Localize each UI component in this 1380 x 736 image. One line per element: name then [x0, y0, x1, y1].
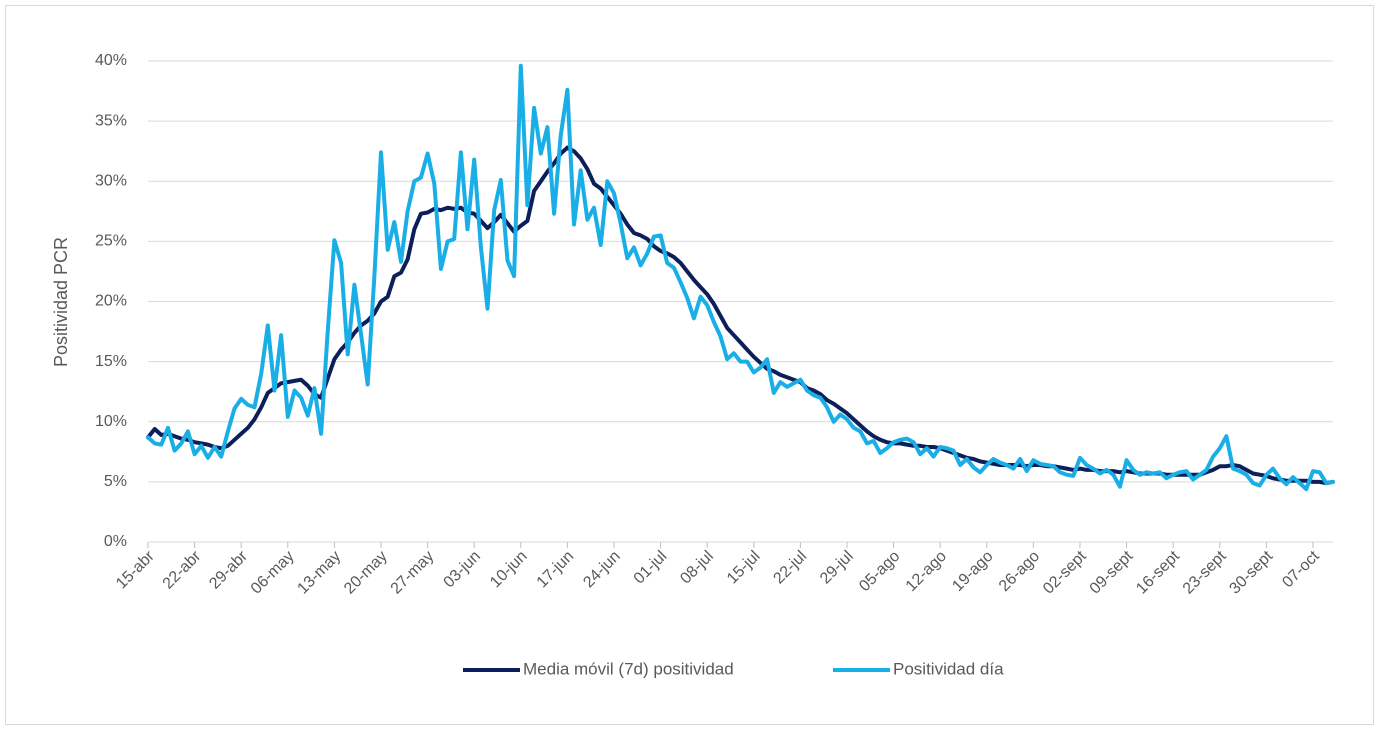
y-tick-label: 10%: [95, 413, 127, 430]
y-tick-label: 30%: [95, 172, 127, 189]
y-tick-label: 0%: [104, 533, 127, 550]
y-tick-label: 40%: [95, 52, 127, 69]
y-tick-label: 15%: [95, 353, 127, 370]
chart-frame: [5, 5, 1374, 725]
y-tick-label: 25%: [95, 233, 127, 250]
y-tick-label: 5%: [104, 473, 127, 490]
legend-label: Positividad día: [893, 659, 1004, 678]
legend-label: Media móvil (7d) positividad: [523, 659, 734, 678]
y-tick-label: 20%: [95, 293, 127, 310]
y-axis-title: Positividad PCR: [51, 237, 71, 367]
y-tick-label: 35%: [95, 112, 127, 129]
series-line: [146, 63, 1335, 492]
